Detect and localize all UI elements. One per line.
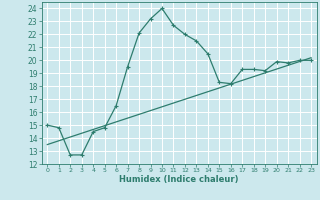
X-axis label: Humidex (Indice chaleur): Humidex (Indice chaleur) <box>119 175 239 184</box>
